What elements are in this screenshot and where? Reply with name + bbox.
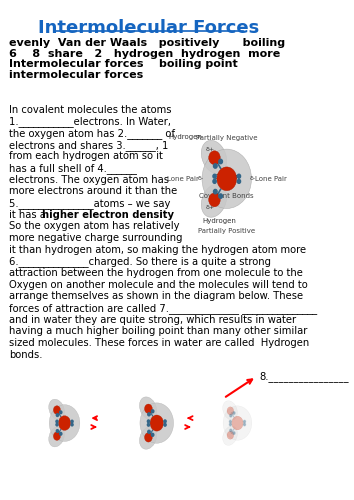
Circle shape <box>71 424 73 426</box>
Circle shape <box>237 180 241 184</box>
Text: evenly  Van der Waals   positively      boiling: evenly Van der Waals positively boiling <box>9 38 285 48</box>
Circle shape <box>164 424 166 426</box>
Text: Covalent Bonds: Covalent Bonds <box>199 192 254 198</box>
Circle shape <box>213 174 216 178</box>
Circle shape <box>202 149 251 208</box>
Circle shape <box>152 434 154 436</box>
Text: Lone Pair: Lone Pair <box>167 176 199 182</box>
Circle shape <box>56 430 58 432</box>
Circle shape <box>152 410 154 413</box>
Text: δ+: δ+ <box>205 147 214 152</box>
Text: δ-: δ- <box>197 176 204 182</box>
Circle shape <box>230 414 232 417</box>
Circle shape <box>230 429 232 432</box>
Text: higher electron density: higher electron density <box>42 210 174 220</box>
Text: the oxygen atom has 2._______ of: the oxygen atom has 2._______ of <box>9 128 175 139</box>
Text: Hydrogen: Hydrogen <box>202 218 236 224</box>
Circle shape <box>213 164 217 168</box>
Ellipse shape <box>223 400 238 420</box>
Text: Partially Negative: Partially Negative <box>196 136 257 141</box>
Circle shape <box>227 432 234 440</box>
Ellipse shape <box>223 426 238 446</box>
Text: 8.________________: 8.________________ <box>260 370 349 382</box>
Circle shape <box>229 424 232 426</box>
Text: more negative charge surrounding: more negative charge surrounding <box>9 233 183 243</box>
Text: 6    8  share   2   hydrogen  hydrogen  more: 6 8 share 2 hydrogen hydrogen more <box>9 49 281 59</box>
Text: δ+: δ+ <box>205 206 214 210</box>
Circle shape <box>209 151 220 164</box>
Text: it than hydrogen atom, so making the hydrogen atom more: it than hydrogen atom, so making the hyd… <box>9 244 307 254</box>
Text: Hydrogen: Hydrogen <box>168 134 202 140</box>
Circle shape <box>148 413 150 416</box>
Circle shape <box>232 416 243 430</box>
Ellipse shape <box>49 426 64 447</box>
Text: Intermolecular Forces: Intermolecular Forces <box>38 18 259 36</box>
Circle shape <box>56 420 58 422</box>
Circle shape <box>150 415 164 431</box>
Circle shape <box>147 420 150 422</box>
Circle shape <box>213 190 217 194</box>
Circle shape <box>53 432 61 440</box>
Circle shape <box>59 432 62 435</box>
Text: arrange themselves as shown in the diagram below. These: arrange themselves as shown in the diagr… <box>9 292 303 302</box>
Text: Oxygen on another molecule and the molecules will tend to: Oxygen on another molecule and the molec… <box>9 280 308 289</box>
Circle shape <box>233 432 235 434</box>
Text: it has a: it has a <box>9 210 49 220</box>
Circle shape <box>164 420 166 422</box>
Ellipse shape <box>139 397 157 419</box>
Text: bonds.: bonds. <box>9 350 43 360</box>
Circle shape <box>223 406 252 440</box>
Circle shape <box>219 194 222 198</box>
Ellipse shape <box>201 184 227 218</box>
Text: 5._______________atoms – we say: 5._______________atoms – we say <box>9 198 171 209</box>
Text: Lone Pair: Lone Pair <box>255 176 287 182</box>
Circle shape <box>219 160 222 164</box>
Text: 1.___________electrons. In Water,: 1.___________electrons. In Water, <box>9 116 171 127</box>
Circle shape <box>148 430 150 433</box>
Ellipse shape <box>201 140 227 173</box>
Ellipse shape <box>139 426 157 449</box>
Text: more electrons around it than the: more electrons around it than the <box>9 186 178 196</box>
Circle shape <box>71 420 73 422</box>
Text: Oxygen: Oxygen <box>213 174 240 180</box>
Text: intermolecular forces: intermolecular forces <box>9 70 144 80</box>
Text: from each hydrogen atom so it: from each hydrogen atom so it <box>9 152 163 162</box>
Text: sized molecules. These forces in water are called  Hydrogen: sized molecules. These forces in water a… <box>9 338 310 348</box>
Text: forces of attraction are called 7.______________ _______________: forces of attraction are called 7.______… <box>9 303 318 314</box>
Text: and in water they are quite strong, which results in water: and in water they are quite strong, whic… <box>9 314 297 324</box>
Circle shape <box>144 404 152 413</box>
Circle shape <box>227 407 234 415</box>
Text: electrons. The oxygen atom has: electrons. The oxygen atom has <box>9 174 169 184</box>
Text: attraction between the hydrogen from one molecule to the: attraction between the hydrogen from one… <box>9 268 303 278</box>
Circle shape <box>56 414 58 416</box>
Text: So the oxygen atom has relatively: So the oxygen atom has relatively <box>9 222 180 232</box>
Text: Partially Positive: Partially Positive <box>198 228 255 234</box>
Circle shape <box>144 432 152 442</box>
Circle shape <box>53 406 61 414</box>
Circle shape <box>213 180 216 184</box>
Text: electrons and shares 3.______, 1: electrons and shares 3.______, 1 <box>9 140 169 150</box>
Text: having a much higher boiling point than many other similar: having a much higher boiling point than … <box>9 326 308 336</box>
Circle shape <box>147 424 150 426</box>
Circle shape <box>244 420 245 422</box>
Text: .: . <box>151 210 154 220</box>
Text: Intermolecular forces    boiling point: Intermolecular forces boiling point <box>9 59 238 69</box>
Ellipse shape <box>49 399 64 420</box>
Circle shape <box>217 167 236 190</box>
Circle shape <box>49 404 80 442</box>
Text: 6.______________charged. So there is a quite a strong: 6.______________charged. So there is a q… <box>9 256 272 267</box>
Circle shape <box>58 416 71 430</box>
Circle shape <box>209 193 220 207</box>
Text: has a full shell of 4.______: has a full shell of 4.______ <box>9 163 137 174</box>
Text: In covalent molecules the atoms: In covalent molecules the atoms <box>9 104 172 115</box>
Circle shape <box>233 412 235 414</box>
Circle shape <box>237 174 241 178</box>
Text: δ-: δ- <box>250 176 256 182</box>
Circle shape <box>229 420 232 422</box>
Circle shape <box>140 403 173 443</box>
Circle shape <box>59 411 62 414</box>
Circle shape <box>244 424 245 426</box>
Circle shape <box>56 424 58 426</box>
